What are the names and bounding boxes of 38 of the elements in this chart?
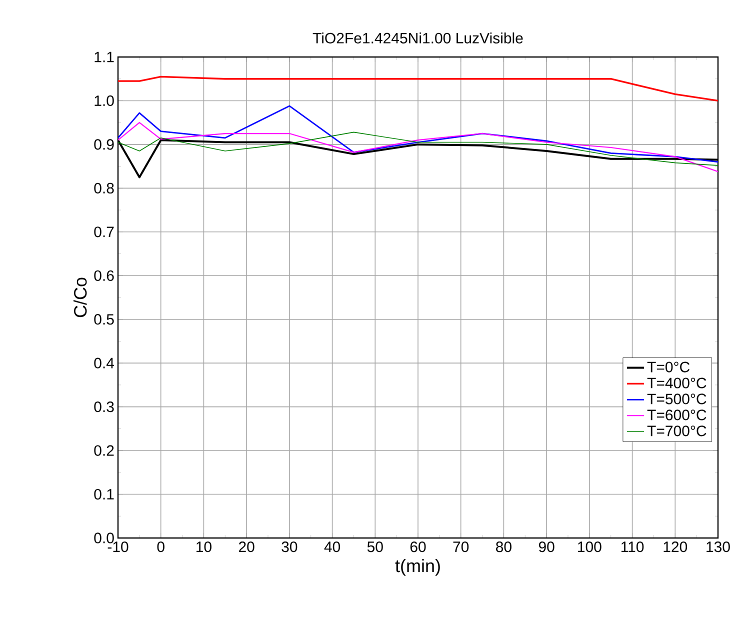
x-tick-label: 20 bbox=[238, 542, 254, 552]
y-axis-title: C/Co bbox=[74, 278, 87, 318]
x-tick-label: 30 bbox=[282, 542, 298, 552]
x-tick-label: 60 bbox=[410, 542, 426, 552]
x-tick-label: 0 bbox=[157, 542, 164, 552]
x-tick-label: 40 bbox=[324, 542, 340, 552]
line-series bbox=[118, 132, 718, 166]
chart-title: TiO2Fe1.4245Ni1.00 LuzVisible bbox=[312, 32, 523, 44]
y-tick-label: 1.1 bbox=[94, 52, 114, 62]
y-tick-label: 0.5 bbox=[94, 314, 114, 325]
x-tick-label: 100 bbox=[578, 542, 602, 552]
y-tick-label: 0.4 bbox=[94, 358, 114, 368]
line-series bbox=[118, 122, 718, 172]
y-tick-label: 0.2 bbox=[94, 445, 114, 456]
legend-label: T=700°C bbox=[647, 426, 706, 436]
x-tick-label: 130 bbox=[706, 542, 730, 552]
y-tick-label: 0.7 bbox=[94, 226, 114, 238]
x-tick-label: 50 bbox=[367, 542, 383, 552]
x-axis-title: t(min) bbox=[395, 559, 440, 576]
line-series bbox=[118, 105, 718, 163]
x-tick-label: 70 bbox=[453, 542, 469, 552]
x-tick-label: 80 bbox=[496, 542, 512, 552]
x-tick-label: 90 bbox=[538, 542, 554, 552]
y-tick-label: 0.1 bbox=[94, 488, 114, 500]
legend-label: T=500°C bbox=[647, 394, 706, 404]
x-tick-label: -10 bbox=[108, 542, 128, 552]
text: 1.0 bbox=[94, 95, 114, 106]
legend-label: T=0°C bbox=[647, 362, 690, 372]
x-tick-label: 120 bbox=[664, 542, 688, 552]
x-tick-label: 110 bbox=[621, 542, 644, 552]
legend-label: T=600°C bbox=[647, 410, 706, 420]
y-tick-label: 0.6 bbox=[94, 270, 114, 281]
text: 0.0 bbox=[94, 532, 114, 544]
y-tick-label: 0.3 bbox=[94, 401, 114, 412]
x-tick-label: 10 bbox=[196, 542, 212, 552]
y-tick-label: 0.9 bbox=[94, 139, 114, 150]
y-tick-label: 0.8 bbox=[94, 182, 114, 194]
legend-label: T=400°C bbox=[647, 378, 706, 388]
